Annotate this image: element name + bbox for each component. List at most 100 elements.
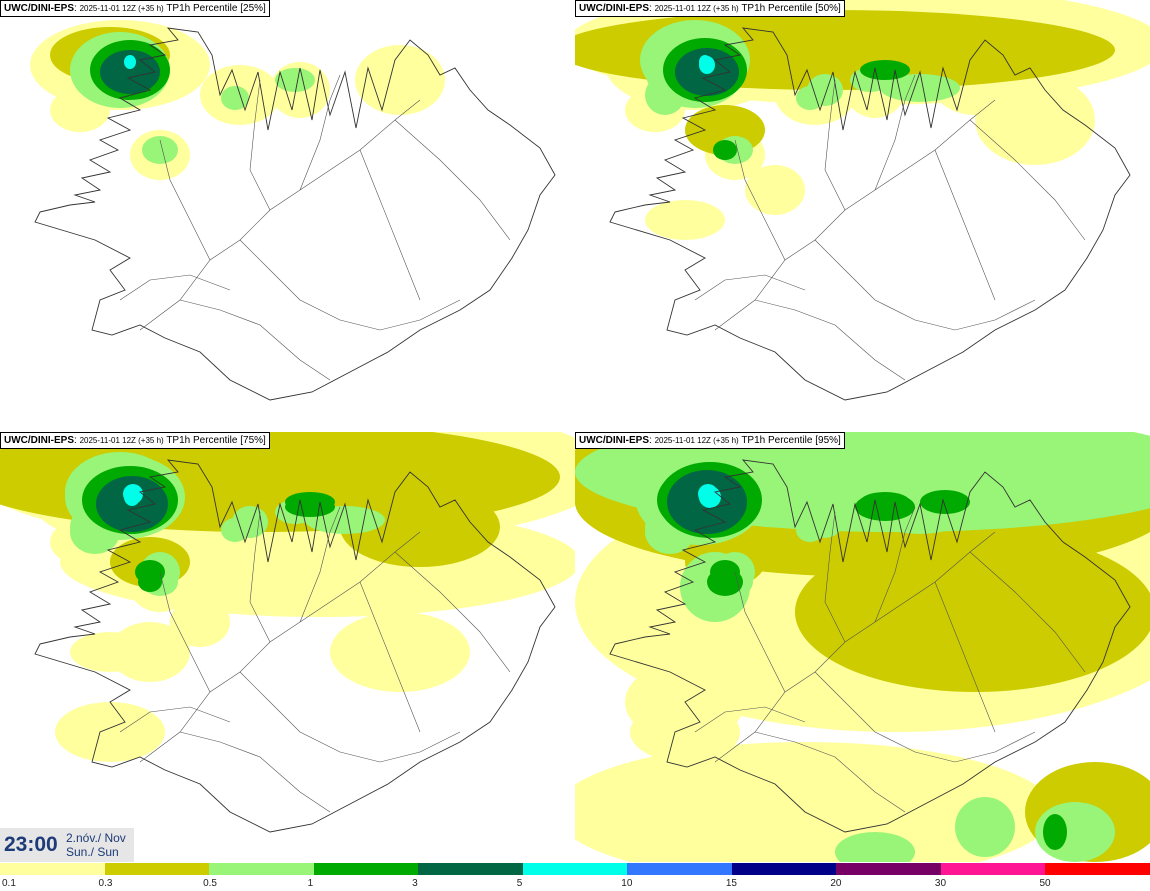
coastline	[34, 27, 556, 401]
precip-contour	[142, 136, 178, 164]
model-name: UWC/DINI-EPS	[579, 3, 649, 14]
valid-date-line: 2.nóv./ Nov	[66, 831, 126, 845]
precip-contour	[123, 484, 143, 504]
legend-swatch	[104, 863, 210, 875]
legend-label: 15	[725, 878, 737, 889]
panel-title: UWC/DINI-EPS: 2025-11-01 12Z (+35 h) TP1…	[0, 432, 270, 449]
legend-swatch	[522, 863, 628, 875]
precip-contour	[645, 200, 725, 240]
precip-contour	[955, 797, 1015, 857]
precipitation-field	[30, 20, 445, 180]
road-line	[969, 551, 1086, 673]
precip-contour	[795, 532, 1150, 692]
panel-title: UWC/DINI-EPS: 2025-11-01 12Z (+35 h) TP1…	[575, 432, 845, 449]
legend-swatch	[731, 863, 837, 875]
precipitation-field	[0, 432, 575, 762]
road-line	[249, 79, 271, 211]
precipitation-map	[30, 20, 556, 401]
precip-contour	[745, 165, 805, 215]
road-line	[814, 239, 1036, 331]
legend-label: 1	[307, 878, 314, 889]
panel-p95: UWC/DINI-EPS: 2025-11-01 12Z (+35 h) TP1…	[575, 432, 1150, 862]
road-line	[299, 506, 341, 623]
road-line	[299, 74, 341, 191]
precip-contour	[1043, 814, 1067, 850]
road-line	[934, 149, 996, 301]
legend-label: 30	[934, 878, 947, 889]
road-line	[754, 299, 906, 381]
precip-contour	[221, 86, 249, 110]
precip-contour	[699, 486, 721, 508]
precipitation-field	[575, 432, 1150, 862]
legend-swatch	[418, 863, 523, 875]
panel-title: UWC/DINI-EPS: 2025-11-01 12Z (+35 h) TP1…	[0, 0, 270, 17]
run-info: 2025-11-01 12Z (+35 h)	[654, 436, 739, 445]
legend-label: 3	[412, 878, 418, 889]
precip-contour	[699, 56, 715, 74]
precipitation-field	[575, 0, 1150, 240]
precipitation-map	[575, 0, 1150, 401]
road-line	[239, 239, 461, 331]
coastline	[609, 459, 1131, 833]
model-name: UWC/DINI-EPS	[4, 3, 74, 14]
percentile-label: TP1h Percentile [75%]	[166, 435, 266, 446]
road-line	[159, 139, 211, 261]
valid-date: 2.nóv./ Nov Sun./ Sun	[66, 831, 126, 859]
precip-contour	[275, 68, 315, 92]
road-line	[119, 706, 231, 733]
road-line	[714, 99, 996, 331]
panel-p25: UWC/DINI-EPS: 2025-11-01 12Z (+35 h) TP1…	[0, 0, 575, 430]
valid-time: 23:00	[4, 833, 58, 856]
road-line	[874, 74, 916, 191]
legend-label: 0.1	[2, 878, 16, 889]
precipitation-map	[0, 432, 575, 833]
road-line	[734, 571, 786, 693]
road-line	[969, 119, 1086, 241]
legend-label: 0.3	[98, 878, 113, 889]
precipitation-map	[575, 432, 1150, 862]
legend-swatch	[0, 863, 105, 875]
precip-contour	[110, 622, 190, 682]
road-line	[179, 731, 331, 813]
precip-contour	[55, 702, 165, 762]
valid-day-line: Sun./ Sun	[66, 845, 119, 859]
percentile-label: TP1h Percentile [50%]	[741, 3, 841, 14]
road-line	[139, 99, 421, 331]
color-legend: 0.1 0.3 0.5 1 3 5 10 15 20 30 50	[0, 863, 1150, 891]
road-line	[734, 139, 786, 261]
road-line	[239, 671, 461, 763]
coastline	[34, 459, 556, 833]
valid-time-box: 23:00 2.nóv./ Nov Sun./ Sun	[0, 828, 134, 862]
precip-contour	[575, 742, 1055, 862]
precip-contour	[860, 60, 910, 80]
precip-contour	[835, 832, 915, 862]
road-line	[714, 531, 996, 763]
run-info: 2025-11-01 12Z (+35 h)	[79, 436, 164, 445]
road-line	[359, 149, 421, 301]
road-line	[179, 299, 331, 381]
road-line	[249, 511, 271, 643]
legend-swatch	[313, 863, 419, 875]
precip-contour	[975, 75, 1095, 165]
road-line	[139, 531, 421, 763]
model-name: UWC/DINI-EPS	[579, 435, 649, 446]
run-info: 2025-11-01 12Z (+35 h)	[654, 4, 739, 13]
road-line	[874, 506, 916, 623]
road-line	[824, 79, 846, 211]
legend-label: 0.5	[203, 878, 217, 889]
percentile-label: TP1h Percentile [95%]	[741, 435, 841, 446]
road-line	[934, 581, 996, 733]
precip-contour	[285, 497, 335, 517]
panel-p75: UWC/DINI-EPS: 2025-11-01 12Z (+35 h) TP1…	[0, 432, 575, 862]
run-info: 2025-11-01 12Z (+35 h)	[79, 4, 164, 13]
legend-label: 10	[621, 878, 633, 889]
road-line	[754, 731, 906, 813]
legend-label: 5	[516, 878, 523, 889]
legend-swatch	[1045, 863, 1150, 875]
road-line	[359, 581, 421, 733]
precip-contour	[135, 560, 165, 584]
precip-contour	[920, 490, 970, 514]
model-name: UWC/DINI-EPS	[4, 435, 74, 446]
legend-label: 50	[1039, 878, 1051, 889]
road-line	[814, 671, 1036, 763]
